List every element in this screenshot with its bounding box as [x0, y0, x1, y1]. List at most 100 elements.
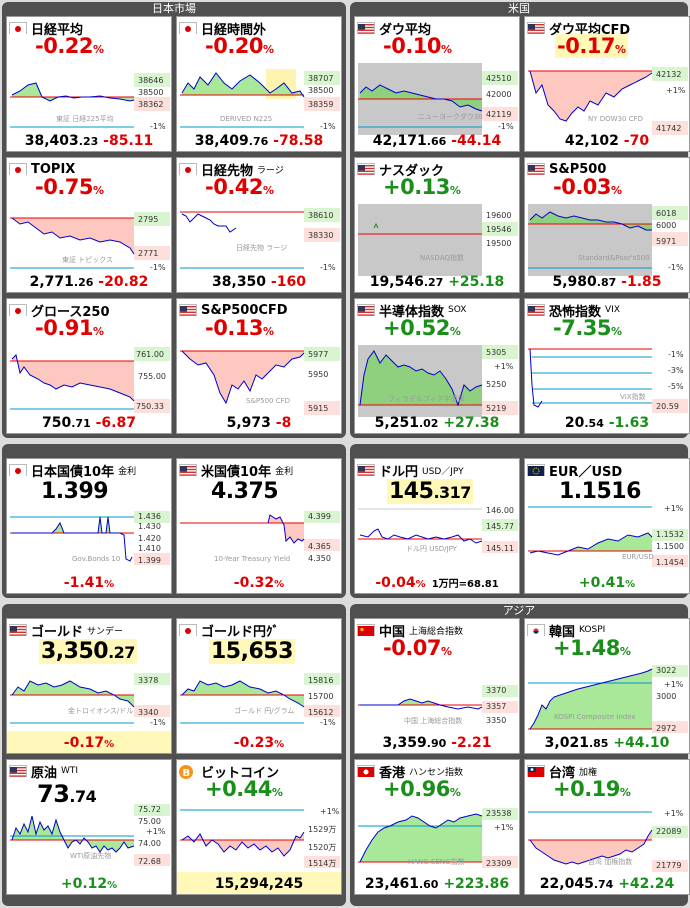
svg-text:15612: 15612: [308, 708, 333, 717]
card-korea[interactable]: 韓国 KOSPI +1.48% KOSPI Composite Index 302…: [524, 618, 690, 754]
card-nikkei[interactable]: 日経平均 -0.22% 東証 日経225平均 38646 38500 38362…: [6, 16, 172, 152]
card-vix[interactable]: 恐怖指数 VIX -7.35% VIX指数 -1% -3% -5% 20.59 2…: [524, 298, 690, 434]
svg-text:+1%: +1%: [664, 504, 684, 513]
svg-text:38707: 38707: [308, 74, 333, 83]
intraday-chart: ニューヨークダウ30 42510 42119 42000 -1%: [358, 63, 518, 135]
card-dow-cfd[interactable]: ダウ平均CFD -0.17% NY DOW30 CFD 42132 +1% 41…: [524, 16, 690, 152]
change-percent: -1.41%: [63, 575, 115, 591]
us-flag-icon: [357, 464, 375, 476]
svg-text:1.436: 1.436: [138, 512, 161, 521]
card-title: ゴールド円ｸﾞ: [201, 624, 280, 640]
svg-text:5915: 5915: [308, 404, 328, 413]
svg-text:-1%: -1%: [320, 122, 336, 131]
card-taiwan[interactable]: 台湾 加権 +0.19% 台湾 加権指数 +1% 22089 21779 22,0…: [524, 759, 690, 895]
svg-text:+1%: +1%: [664, 680, 684, 689]
card-china[interactable]: 中国 上海総合指数 -0.07% 中国 上海総合指数 3370 3357 3350…: [354, 618, 520, 754]
japan-flag-icon: [179, 22, 197, 34]
svg-text:-5%: -5%: [668, 382, 684, 391]
change-percent: -0.17%: [555, 34, 628, 58]
card-title: ドル円: [379, 464, 419, 480]
bonds-panel: 日本国債10年 金利 1.399 Gov.Bonds 10 1.436 1.430…: [2, 444, 346, 598]
card-sp500-cfd[interactable]: S&P500CFD -0.13% S&P500 CFD 5977 5950 59…: [176, 298, 342, 434]
svg-text:42510: 42510: [486, 74, 511, 83]
svg-text:3357: 3357: [486, 702, 506, 711]
svg-text:145.77: 145.77: [486, 522, 514, 531]
price-row: 5,251.02 +27.38: [374, 415, 500, 431]
card-nikkei-futures[interactable]: 日経先物 ラージ -0.42% 日経先物 ラージ 38610 38330 -1% …: [176, 157, 342, 293]
price-row: 38,350 -160: [212, 274, 306, 290]
price-row: 19,546.27 +25.18: [369, 274, 505, 290]
card-title: TOPIX: [31, 161, 76, 177]
card-eurusd[interactable]: EUR／USD 1.1516 EUR/USD +1% 1.1532 1.1500…: [524, 458, 690, 594]
svg-text:19600: 19600: [486, 211, 511, 220]
card-dow[interactable]: ダウ平均 -0.10% ニューヨークダウ30 42510 42119 42000…: [354, 16, 520, 152]
change-percent: -0.03%: [553, 175, 622, 199]
svg-text:+1%: +1%: [494, 362, 514, 371]
card-oil[interactable]: 原油 WTI 73.74 WTI原油先物 75.72 75.00 +1% 74.0…: [6, 759, 172, 895]
us-flag-icon: [357, 22, 375, 34]
card-title: ダウ平均: [379, 22, 432, 38]
svg-text:+1%: +1%: [320, 807, 340, 816]
intraday-chart: Standard&Poor's500 6018 6000 5971 -1%: [528, 204, 688, 276]
svg-text:1.410: 1.410: [138, 544, 161, 553]
svg-text:72.68: 72.68: [138, 857, 161, 866]
svg-text:1.1500: 1.1500: [656, 542, 684, 551]
svg-text:ニューヨークダウ30: ニューヨークダウ30: [418, 112, 483, 121]
change-percent: -0.20%: [205, 34, 274, 58]
card-gold-jpy[interactable]: ゴールド円ｸﾞ 15,653 ゴールド 円/グラム 15816 15700 15…: [176, 618, 342, 754]
card-hongkong[interactable]: 香港 ハンセン指数 +0.96% HANG SENG指数 23538 +1% 23…: [354, 759, 520, 895]
svg-text:4.350: 4.350: [308, 554, 331, 563]
svg-text:38359: 38359: [308, 100, 333, 109]
card-gold[interactable]: ゴールド サンデー 3,350.27 金トロイオンス/ドル 3378 3340 -…: [6, 618, 172, 754]
intraday-chart: WTI原油先物 75.72 75.00 +1% 74.00 72.68: [10, 804, 170, 866]
china-flag-icon: [357, 624, 375, 636]
price-row: 42,171.66 -44.14: [372, 133, 502, 149]
card-title: 香港: [379, 765, 406, 781]
price-row: 42,102 -70: [564, 133, 650, 149]
svg-text:ゴールド 円/グラム: ゴールド 円/グラム: [234, 706, 294, 715]
intraday-chart: NY DOW30 CFD 42132 +1% 41742: [528, 67, 688, 135]
change-percent: -0.23%: [233, 735, 285, 751]
svg-text:146.00: 146.00: [486, 506, 514, 515]
card-jgb10[interactable]: 日本国債10年 金利 1.399 Gov.Bonds 10 1.436 1.430…: [6, 458, 172, 594]
svg-text:WTI原油先物: WTI原油先物: [70, 851, 111, 860]
card-sox[interactable]: 半導体指数 SOX +0.52% フィラデルフィア半導体 5305 +1% 525…: [354, 298, 520, 434]
change-percent: -0.32%: [233, 575, 285, 591]
card-title: 米国債10年: [201, 464, 272, 480]
intraday-chart: 金トロイオンス/ドル 3378 3340 -1%: [10, 673, 170, 727]
card-title: ゴールド: [31, 624, 84, 640]
intraday-chart: ドル円 USD/JPY 146.00 145.77 145.11: [358, 506, 518, 553]
card-title: 日経平均: [31, 22, 84, 38]
card-title: ビットコイン: [201, 765, 280, 781]
card-bitcoin[interactable]: B ビットコイン +0.44% +1% 1529万 1520万 1514万 15,…: [176, 759, 342, 895]
card-nasdaq[interactable]: ナスダック +0.13% NASDAQ指数 19600 19546 19500 …: [354, 157, 520, 293]
eu-flag-icon: [527, 464, 545, 476]
svg-text:東証 日経225平均: 東証 日経225平均: [56, 114, 114, 123]
card-ust10[interactable]: 米国債10年 金利 4.375 10-Year Treasury Yield 4.…: [176, 458, 342, 594]
card-title: 日本国債10年: [31, 464, 115, 480]
svg-text:761.00: 761.00: [136, 350, 164, 359]
card-sp500[interactable]: S&P500 -0.03% Standard&Poor's500 6018 60…: [524, 157, 690, 293]
svg-text:金トロイオンス/ドル: 金トロイオンス/ドル: [68, 706, 133, 715]
card-usdjpy[interactable]: ドル円 USD／JPY 145.317 ドル円 USD/JPY 146.00 14…: [354, 458, 520, 594]
svg-text:38500: 38500: [308, 86, 333, 95]
svg-text:23309: 23309: [486, 859, 511, 868]
svg-text:6000: 6000: [656, 221, 676, 230]
svg-text:5950: 5950: [308, 370, 328, 379]
svg-text:-1%: -1%: [320, 718, 336, 727]
change-percent: +0.13%: [383, 175, 461, 199]
svg-text:3000: 3000: [656, 692, 676, 701]
intraday-chart: HANG SENG指数 23538 +1% 23309: [358, 808, 518, 868]
rate-value: 145.317: [387, 479, 473, 504]
change-percent: -0.22%: [35, 34, 104, 58]
card-topix[interactable]: TOPIX -0.75% 東証 トピックス 2795 2771 -1% 2,77…: [6, 157, 172, 293]
card-nikkei-after-hours[interactable]: 日経時間外 -0.20% DERIVED N225 38707 38500 38…: [176, 16, 342, 152]
intraday-chart: 台湾 加権指数 +1% 22089 21779: [528, 809, 688, 872]
price-row: 2,771.26 -20.82: [29, 274, 149, 290]
card-growth250[interactable]: グロース250 -0.91% 761.00 755.00 750.33 750.…: [6, 298, 172, 434]
svg-text:42132: 42132: [656, 70, 681, 79]
change-percent: -0.17%: [63, 735, 115, 751]
intraday-chart: ゴールド 円/グラム 15816 15700 15612 -1%: [180, 673, 340, 727]
svg-text:42119: 42119: [486, 110, 511, 119]
card-title: EUR／USD: [549, 464, 623, 480]
